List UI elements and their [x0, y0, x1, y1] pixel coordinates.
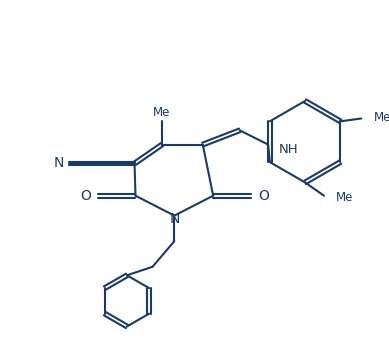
- Text: NH: NH: [279, 143, 298, 156]
- Text: Me: Me: [336, 191, 354, 204]
- Text: O: O: [80, 189, 91, 203]
- Text: Me: Me: [373, 111, 389, 124]
- Text: N: N: [169, 213, 179, 226]
- Text: N: N: [54, 157, 64, 170]
- Text: O: O: [258, 189, 269, 203]
- Text: Me: Me: [153, 106, 171, 119]
